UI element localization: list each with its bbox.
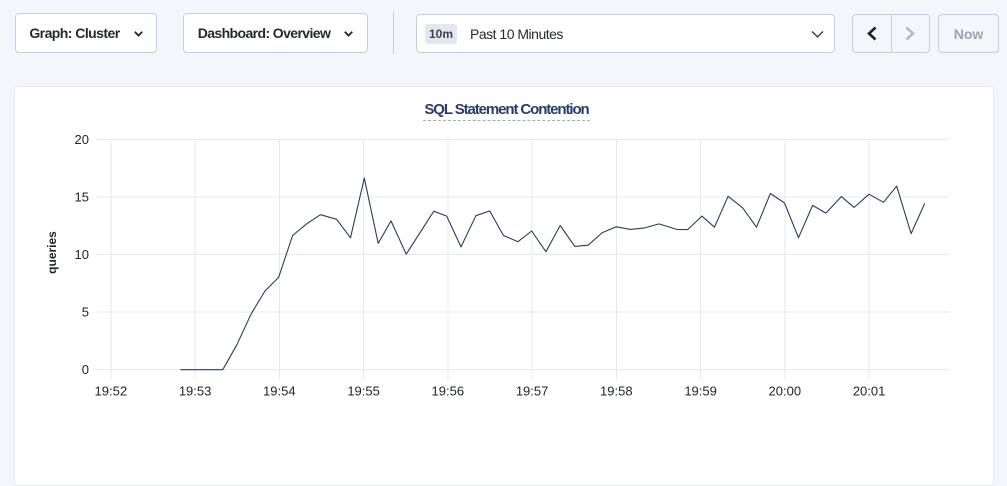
- svg-text:19:56: 19:56: [432, 384, 465, 399]
- svg-text:15: 15: [75, 190, 89, 205]
- svg-text:19:58: 19:58: [600, 384, 633, 399]
- svg-text:20:00: 20:00: [769, 384, 802, 399]
- svg-text:19:52: 19:52: [95, 384, 128, 399]
- svg-text:20:01: 20:01: [853, 384, 886, 399]
- svg-text:19:55: 19:55: [347, 384, 380, 399]
- svg-text:0: 0: [82, 362, 89, 377]
- svg-text:20: 20: [75, 132, 89, 147]
- svg-text:19:59: 19:59: [684, 384, 717, 399]
- svg-text:19:54: 19:54: [263, 384, 296, 399]
- svg-text:queries: queries: [45, 231, 59, 274]
- svg-text:5: 5: [82, 305, 89, 320]
- svg-text:10: 10: [75, 247, 89, 262]
- svg-text:19:57: 19:57: [516, 384, 549, 399]
- svg-text:19:53: 19:53: [179, 384, 212, 399]
